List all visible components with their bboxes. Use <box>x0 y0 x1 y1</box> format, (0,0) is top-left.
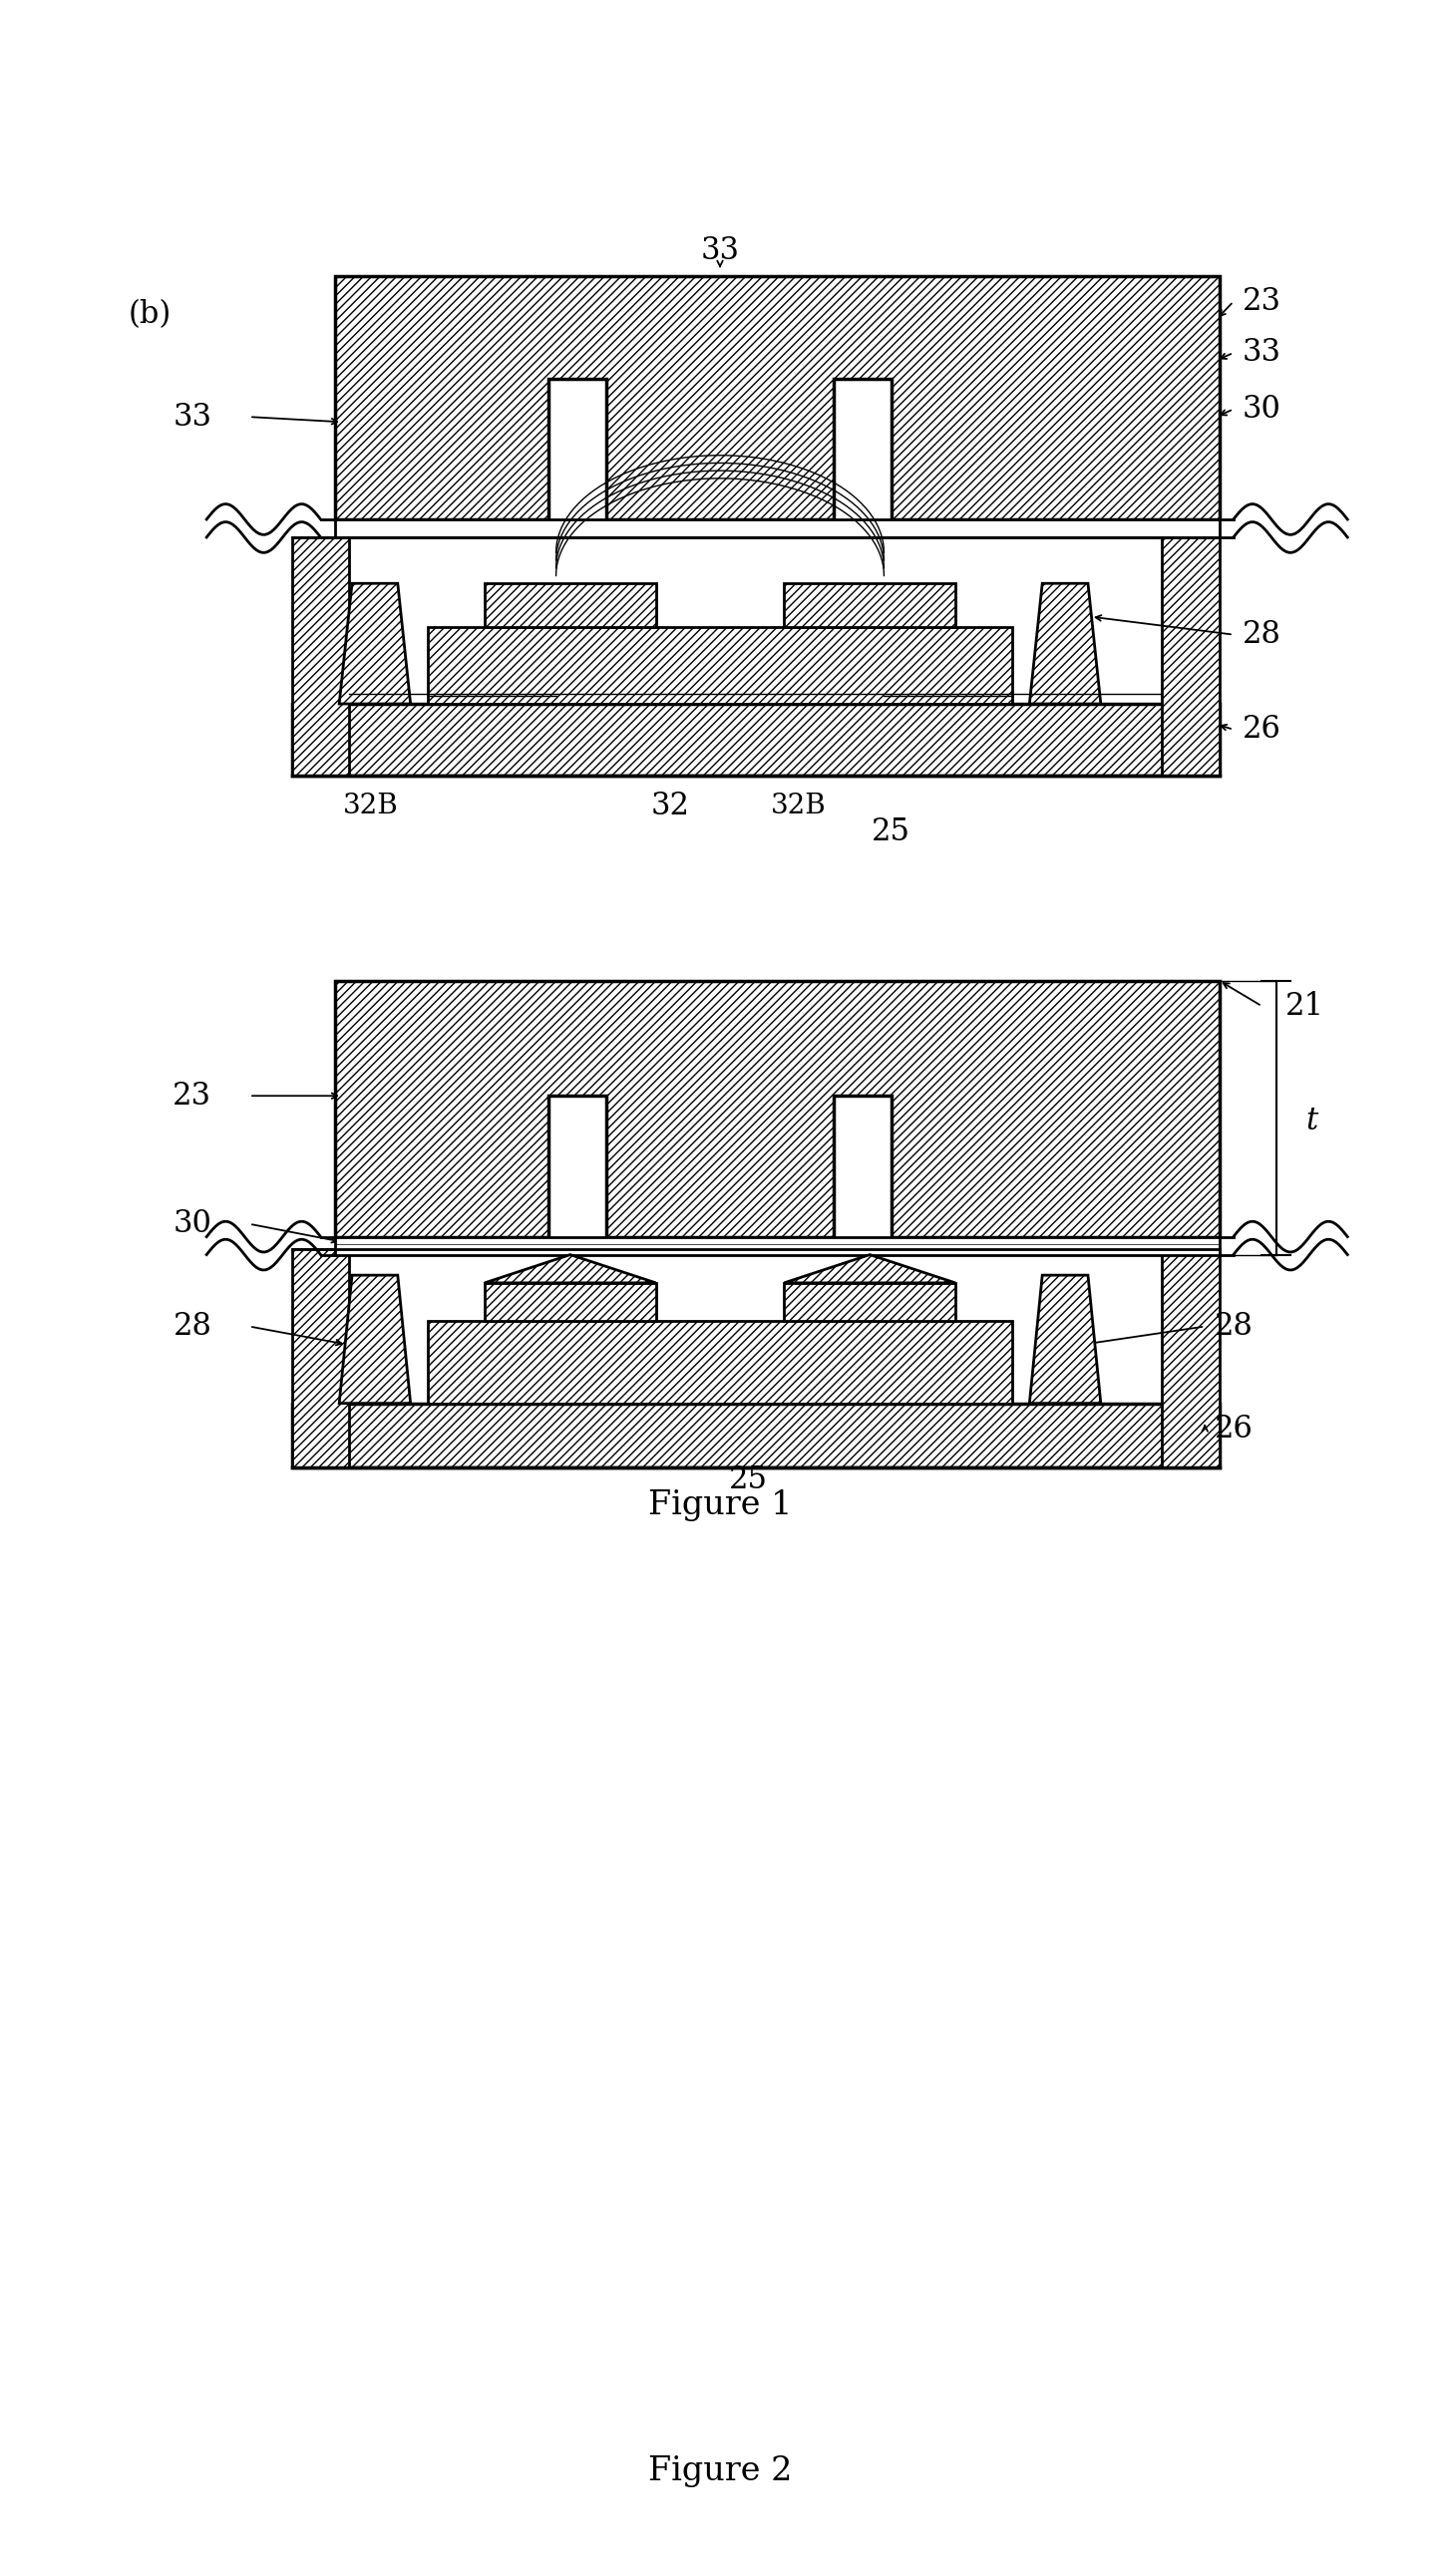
Text: 33: 33 <box>1243 337 1282 368</box>
Text: 32B: 32B <box>343 793 399 819</box>
Polygon shape <box>336 520 1220 538</box>
Text: Figure 1: Figure 1 <box>648 1489 792 1522</box>
Polygon shape <box>785 1255 955 1283</box>
Text: 25: 25 <box>871 817 910 848</box>
Polygon shape <box>292 703 1220 775</box>
Text: 33: 33 <box>700 234 740 265</box>
Text: 21: 21 <box>1286 992 1325 1023</box>
Text: 26: 26 <box>1243 714 1282 744</box>
Polygon shape <box>336 276 1220 520</box>
Text: Figure 2: Figure 2 <box>648 2455 792 2488</box>
Text: 28: 28 <box>1214 1311 1253 1342</box>
Text: 25: 25 <box>729 1466 768 1497</box>
Polygon shape <box>336 1236 1220 1255</box>
Polygon shape <box>336 981 1220 1236</box>
Polygon shape <box>1030 1275 1100 1404</box>
Polygon shape <box>485 1283 655 1321</box>
Polygon shape <box>485 1255 655 1283</box>
Text: 23: 23 <box>1243 286 1282 317</box>
Polygon shape <box>340 582 410 703</box>
Polygon shape <box>485 582 655 626</box>
Text: 28: 28 <box>1243 618 1282 649</box>
Polygon shape <box>292 1404 1220 1468</box>
Polygon shape <box>292 538 350 775</box>
Text: 26: 26 <box>1214 1414 1253 1445</box>
Text: 28: 28 <box>173 1311 212 1342</box>
Text: 30: 30 <box>1243 394 1282 425</box>
Text: 33: 33 <box>173 402 212 433</box>
Polygon shape <box>428 1321 1012 1404</box>
Polygon shape <box>1162 538 1220 775</box>
Polygon shape <box>1030 582 1100 703</box>
Polygon shape <box>340 1275 410 1404</box>
Polygon shape <box>1162 1249 1220 1468</box>
Text: 32B: 32B <box>770 793 827 819</box>
Text: 23: 23 <box>173 1079 212 1110</box>
Text: 32: 32 <box>651 791 690 822</box>
Polygon shape <box>785 582 955 626</box>
Text: (b): (b) <box>128 299 171 330</box>
Polygon shape <box>785 1283 955 1321</box>
Text: 30: 30 <box>173 1208 212 1239</box>
Text: t: t <box>1306 1105 1318 1136</box>
Polygon shape <box>292 1249 350 1468</box>
Polygon shape <box>428 626 1012 703</box>
